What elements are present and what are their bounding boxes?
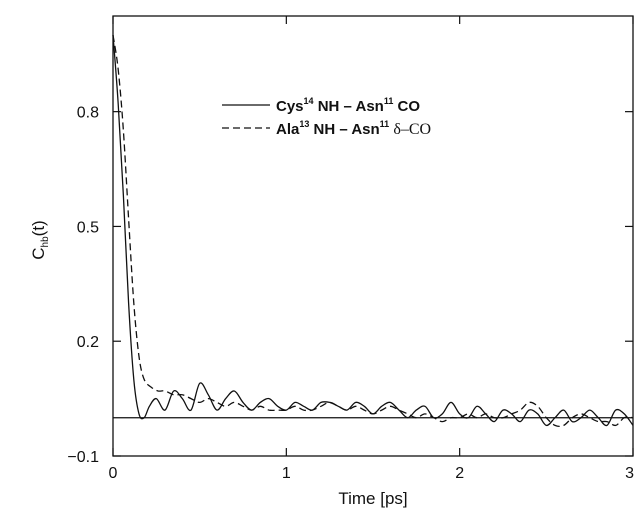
legend: Cys14 NH – Asn11 CO Ala13 NH – Asn11 δ–C… xyxy=(222,96,431,138)
x-tick-label: 0 xyxy=(109,465,118,482)
series-line-solid xyxy=(112,35,634,427)
series-line-dashed xyxy=(112,35,634,428)
y-axis-title: Chb(t) xyxy=(29,220,51,259)
tick-labels: 0 1 2 3 −0.1 0.2 0.5 0.8 xyxy=(67,105,634,482)
y-tick-label: 0.5 xyxy=(77,219,99,236)
series-lines xyxy=(112,35,634,428)
x-tick-label: 3 xyxy=(625,465,634,482)
plot-frame xyxy=(112,15,634,457)
y-tick-label: −0.1 xyxy=(67,449,99,466)
legend-label-dashed: Ala13 NH – Asn11 δ–CO xyxy=(276,119,431,138)
y-tick-label: 0.2 xyxy=(77,334,99,351)
x-tick-label: 1 xyxy=(282,465,291,482)
x-axis-title: Time [ps] xyxy=(338,489,407,508)
svg-text:Chb(t): Chb(t) xyxy=(29,220,51,259)
x-tick-label: 2 xyxy=(455,465,464,482)
legend-label-solid: Cys14 NH – Asn11 CO xyxy=(276,96,420,115)
axis-ticks xyxy=(112,16,634,457)
y-tick-label: 0.8 xyxy=(77,105,99,122)
